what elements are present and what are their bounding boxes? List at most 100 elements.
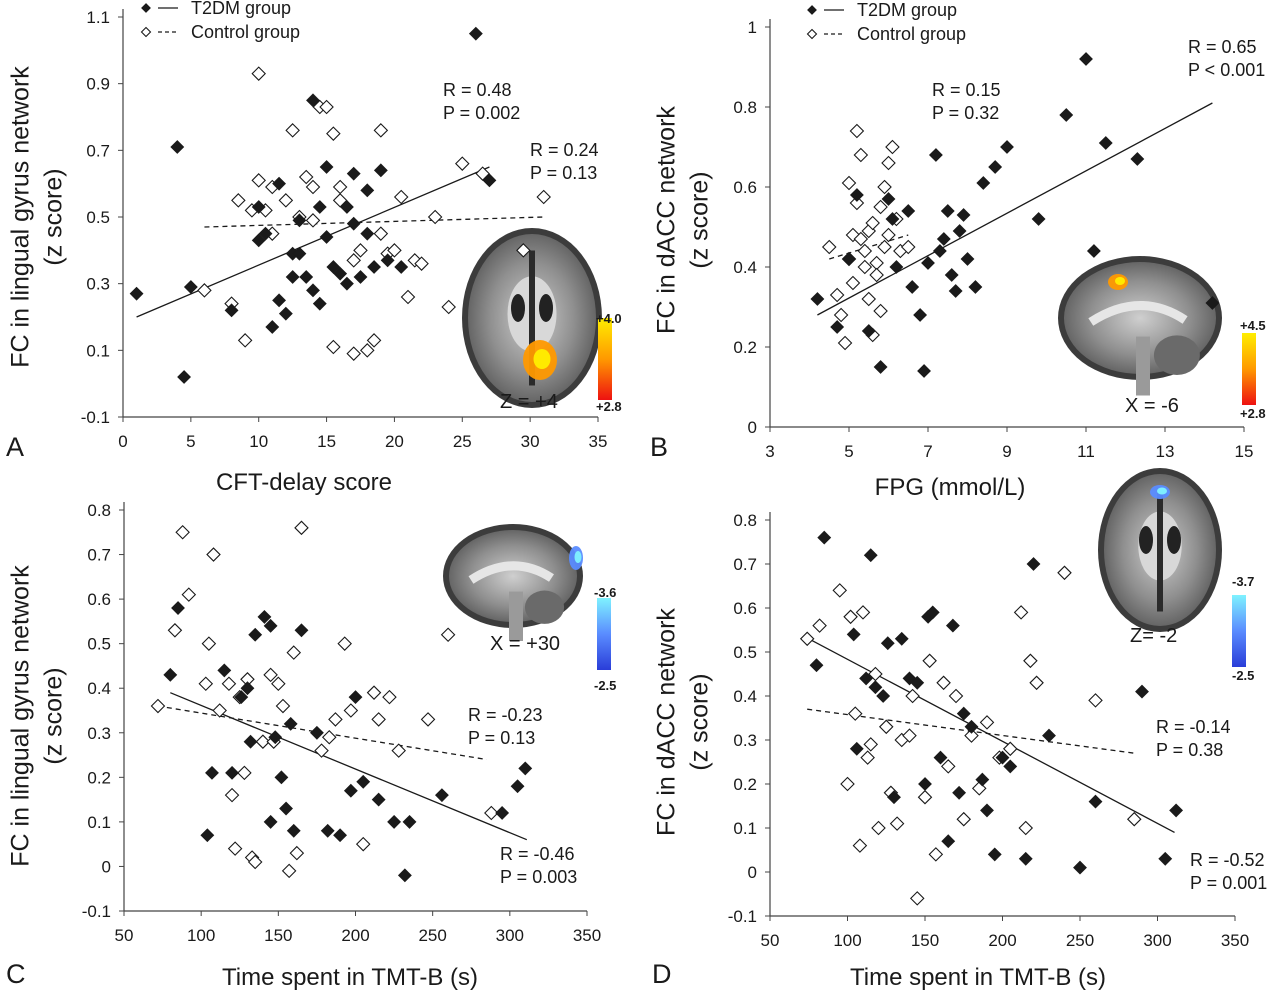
control-point [1126,811,1142,827]
y-tick-label: 0 [748,863,757,882]
t2dm-point [1098,136,1113,150]
control-point [928,847,944,862]
control-point [837,335,853,351]
t2dm-point [263,814,278,829]
t2dm-point [980,803,994,818]
control-point [231,193,246,208]
panel-d: -0.1 0 0.1 0.2 0.3 0.4 0.5 0.6 0.7 0.8 50 100 150 200… [652,468,1267,991]
x-tick-label: 5 [186,432,195,451]
t2dm-point [279,801,293,816]
t2dm-point [830,320,845,334]
control-point [940,759,956,774]
t2dm-point [1031,212,1046,226]
y-tick-label: 0.4 [733,687,757,706]
y-tick-label: 0.3 [86,275,110,294]
t2dm-point [876,689,891,703]
control-point [905,688,920,704]
t2dm-point [495,806,510,820]
y-tick-label: 0.2 [733,338,757,357]
control-point [1029,675,1044,691]
control-point [849,195,865,211]
t2dm-point [274,770,289,785]
control-point [861,291,877,307]
y-tick-label: 0.8 [87,501,111,520]
t2dm-point [956,208,971,222]
t2dm-point [510,779,525,794]
t2dm-point [846,627,861,642]
t2dm-point [326,260,341,274]
control-point [847,706,863,721]
colorbar-max-label: -3.6 [594,585,616,600]
t2dm-point [1158,851,1173,866]
control-point [881,155,896,171]
y-axis-label-unit: (z score) [686,673,714,770]
x-tick-label: 13 [1156,442,1175,461]
y-axis-label: FC in dACC network [653,106,681,334]
control-point [391,743,406,758]
t2dm-point [306,283,320,298]
control-r-value: R = -0.14 [1156,717,1231,737]
t2dm-point [940,204,955,218]
control-fit-line [204,216,544,228]
t2dm-point [224,303,239,318]
brain-corpus-callosum [468,561,554,584]
control-point [175,524,190,540]
brain-stem [509,591,523,641]
t2dm-point [945,618,960,633]
legend-t2dm-label: T2DM group [857,0,957,20]
t2dm-point [225,765,239,780]
panel-letter: A [6,432,24,462]
colorbar-min-label: +2.8 [1240,406,1266,421]
x-tick-label: 5 [844,442,853,461]
t2dm-point [913,308,928,322]
t2dm-point [518,761,533,776]
t2dm-point [285,270,300,284]
control-point [206,547,221,562]
brain-cerebellum [1153,335,1200,376]
colorbar-max-label: +4.0 [596,311,622,326]
x-tick-label: 200 [988,931,1016,950]
t2dm-point [171,601,185,615]
brain-midline [529,250,535,386]
y-tick-label: 0.8 [733,98,757,117]
t2dm-point [988,160,1003,174]
x-tick-label: 150 [264,926,292,945]
control-point [865,215,880,231]
control-point [227,841,243,856]
control-point [212,703,227,718]
y-axis-label-unit: (z score) [686,171,714,268]
control-point [197,283,212,298]
t2dm-point [1088,794,1103,809]
t2dm-point [873,360,888,374]
t2dm-point [941,834,956,849]
control-point [321,729,337,745]
x-tick-label: 15 [1235,442,1254,461]
t2dm-fit-line [136,166,490,318]
control-point [832,583,848,598]
y-tick-label: 0.1 [733,819,757,838]
x-tick-label: 50 [761,931,780,950]
y-tick-label: 1.1 [86,8,110,27]
t2dm-point [809,658,824,673]
t2dm-point [925,605,940,620]
y-tick-label: 0.2 [733,775,757,794]
t2dm-point [1079,52,1093,66]
t2dm-point [936,232,951,246]
control-point [455,156,470,171]
t2dm-point [1018,851,1033,866]
y-tick-label: 1 [748,18,757,37]
legend-t2dm-label: T2DM group [191,0,291,18]
t2dm-point [356,774,371,789]
t2dm-point [333,266,348,281]
t2dm-point [917,364,931,378]
control-r-value: R = 0.24 [530,140,599,160]
t2dm-point [868,680,883,695]
activation-cluster-peak [1115,277,1125,285]
t2dm-point [933,750,948,765]
control-point [840,776,855,792]
control-point [360,343,375,358]
y-tick-label: 0.8 [733,511,757,530]
control-point [829,287,845,303]
t2dm-point [885,212,900,226]
